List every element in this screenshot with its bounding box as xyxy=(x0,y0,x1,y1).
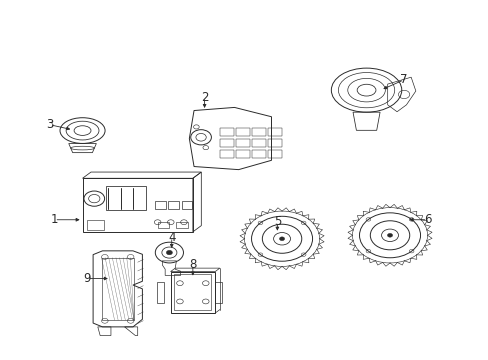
Bar xyxy=(251,128,265,136)
Bar xyxy=(82,178,192,232)
Bar xyxy=(267,150,281,158)
Bar xyxy=(168,201,179,210)
Text: 4: 4 xyxy=(168,230,175,243)
Bar xyxy=(106,186,145,210)
Circle shape xyxy=(279,237,284,240)
Text: 1: 1 xyxy=(51,213,58,226)
Bar xyxy=(102,258,134,320)
Text: 7: 7 xyxy=(400,73,407,86)
Circle shape xyxy=(166,250,172,255)
Bar xyxy=(251,150,265,158)
Bar xyxy=(235,128,249,136)
Bar xyxy=(174,274,211,310)
Bar xyxy=(267,139,281,147)
Text: 3: 3 xyxy=(46,118,53,131)
Text: 8: 8 xyxy=(189,258,196,271)
Bar xyxy=(176,222,188,228)
Bar xyxy=(220,128,233,136)
Bar xyxy=(181,201,191,210)
Circle shape xyxy=(386,233,392,237)
Bar xyxy=(87,220,103,230)
Bar xyxy=(235,150,249,158)
Bar xyxy=(235,139,249,147)
Bar xyxy=(220,139,233,147)
Text: 2: 2 xyxy=(201,91,208,104)
Bar xyxy=(155,201,165,210)
Bar xyxy=(251,139,265,147)
Bar xyxy=(267,128,281,136)
Text: 5: 5 xyxy=(273,215,281,228)
Bar xyxy=(157,222,169,228)
Bar xyxy=(170,271,215,313)
Text: 9: 9 xyxy=(83,272,91,285)
Text: 6: 6 xyxy=(423,213,430,226)
Bar xyxy=(220,150,233,158)
